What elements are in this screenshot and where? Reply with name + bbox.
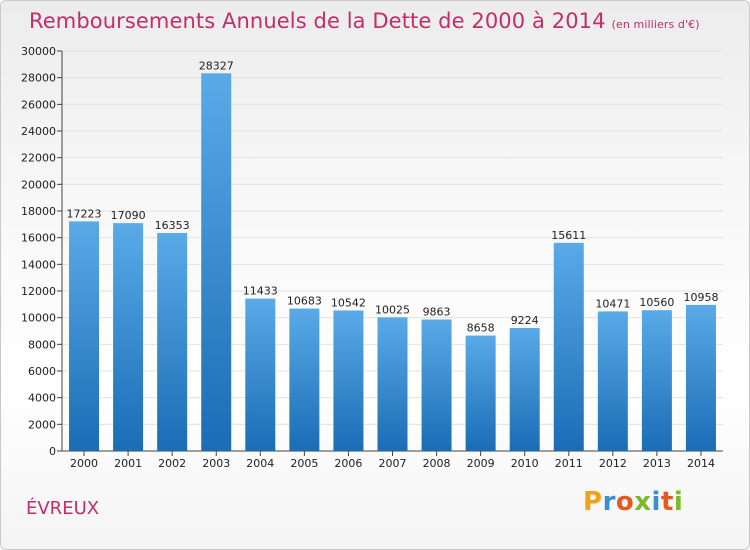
data-label: 10683	[287, 295, 322, 308]
x-tick-label: 2004	[246, 457, 274, 470]
bar	[553, 242, 584, 451]
data-label: 8658	[467, 322, 495, 335]
y-tick-label: 6000	[28, 365, 56, 378]
chart-title-text: Remboursements Annuels de la Dette de 20…	[29, 9, 606, 33]
logo-letter: i	[651, 487, 661, 517]
bar	[157, 232, 188, 451]
data-label: 28327	[199, 59, 234, 72]
bar	[289, 308, 320, 451]
logo-letter: x	[634, 487, 652, 517]
x-tick-label: 2002	[158, 457, 186, 470]
data-label: 17223	[67, 207, 102, 220]
logo-letter: i	[673, 487, 684, 517]
logo-letter: o	[615, 487, 635, 517]
x-tick-label: 2001	[114, 457, 142, 470]
y-tick-label: 28000	[21, 72, 56, 85]
bar	[333, 310, 364, 451]
data-label: 17090	[111, 209, 146, 222]
x-tick-label: 2012	[599, 457, 627, 470]
x-tick-label: 2000	[70, 457, 98, 470]
logo-letter: r	[602, 487, 616, 517]
y-tick-label: 30000	[21, 45, 56, 58]
data-label: 10560	[639, 296, 674, 309]
data-label: 16353	[155, 219, 190, 232]
data-label: 15611	[551, 229, 586, 242]
y-tick-label: 18000	[21, 205, 56, 218]
bar	[245, 298, 276, 451]
bar	[377, 317, 408, 451]
bar	[465, 335, 496, 451]
x-tick-label: 2010	[511, 457, 539, 470]
logo-letter: P	[583, 487, 603, 517]
y-tick-label: 22000	[21, 152, 56, 165]
x-tick-label: 2006	[334, 457, 362, 470]
x-tick-label: 2007	[379, 457, 407, 470]
y-tick-label: 0	[49, 445, 56, 458]
data-label: 9863	[423, 305, 451, 318]
data-label: 10958	[683, 291, 718, 304]
x-tick-label: 2013	[643, 457, 671, 470]
bar	[201, 73, 232, 451]
y-tick-label: 16000	[21, 232, 56, 245]
bar	[597, 311, 628, 451]
data-label: 9224	[511, 314, 539, 327]
bar	[641, 310, 672, 451]
x-tick-label: 2008	[423, 457, 451, 470]
x-tick-label: 2003	[202, 457, 230, 470]
labels: 17223 2000 17090 2001 16353 2002 28327 2003 1143…	[67, 59, 719, 470]
y-tick-label: 14000	[21, 258, 56, 271]
data-label: 10542	[331, 296, 366, 309]
city-name: ÉVREUX	[26, 498, 100, 519]
y-tick-label: 10000	[21, 312, 56, 325]
bar	[421, 319, 452, 451]
bar	[69, 221, 100, 451]
y-tick-label: 8000	[28, 338, 56, 351]
y-tick-label: 12000	[21, 285, 56, 298]
x-tick-label: 2014	[687, 457, 715, 470]
x-tick-label: 2005	[290, 457, 318, 470]
data-label: 10471	[595, 297, 630, 310]
bar	[113, 223, 144, 451]
proxiti-logo: Proxiti	[583, 487, 683, 517]
data-label: 11433	[243, 285, 278, 298]
x-tick-label: 2011	[555, 457, 583, 470]
y-tick-label: 20000	[21, 178, 56, 191]
unit-label: (en milliers d'€)	[611, 18, 700, 31]
bar	[509, 328, 540, 451]
y-tick-label: 2000	[28, 418, 56, 431]
bar	[685, 304, 716, 451]
x-tick-label: 2009	[467, 457, 495, 470]
logo-letter: t	[660, 487, 674, 517]
chart-title: Remboursements Annuels de la Dette de 20…	[29, 9, 700, 33]
bars	[69, 73, 716, 451]
y-tick-label: 4000	[28, 392, 56, 405]
data-label: 10025	[375, 303, 410, 316]
y-tick-label: 24000	[21, 125, 56, 138]
y-tick-label: 26000	[21, 98, 56, 111]
